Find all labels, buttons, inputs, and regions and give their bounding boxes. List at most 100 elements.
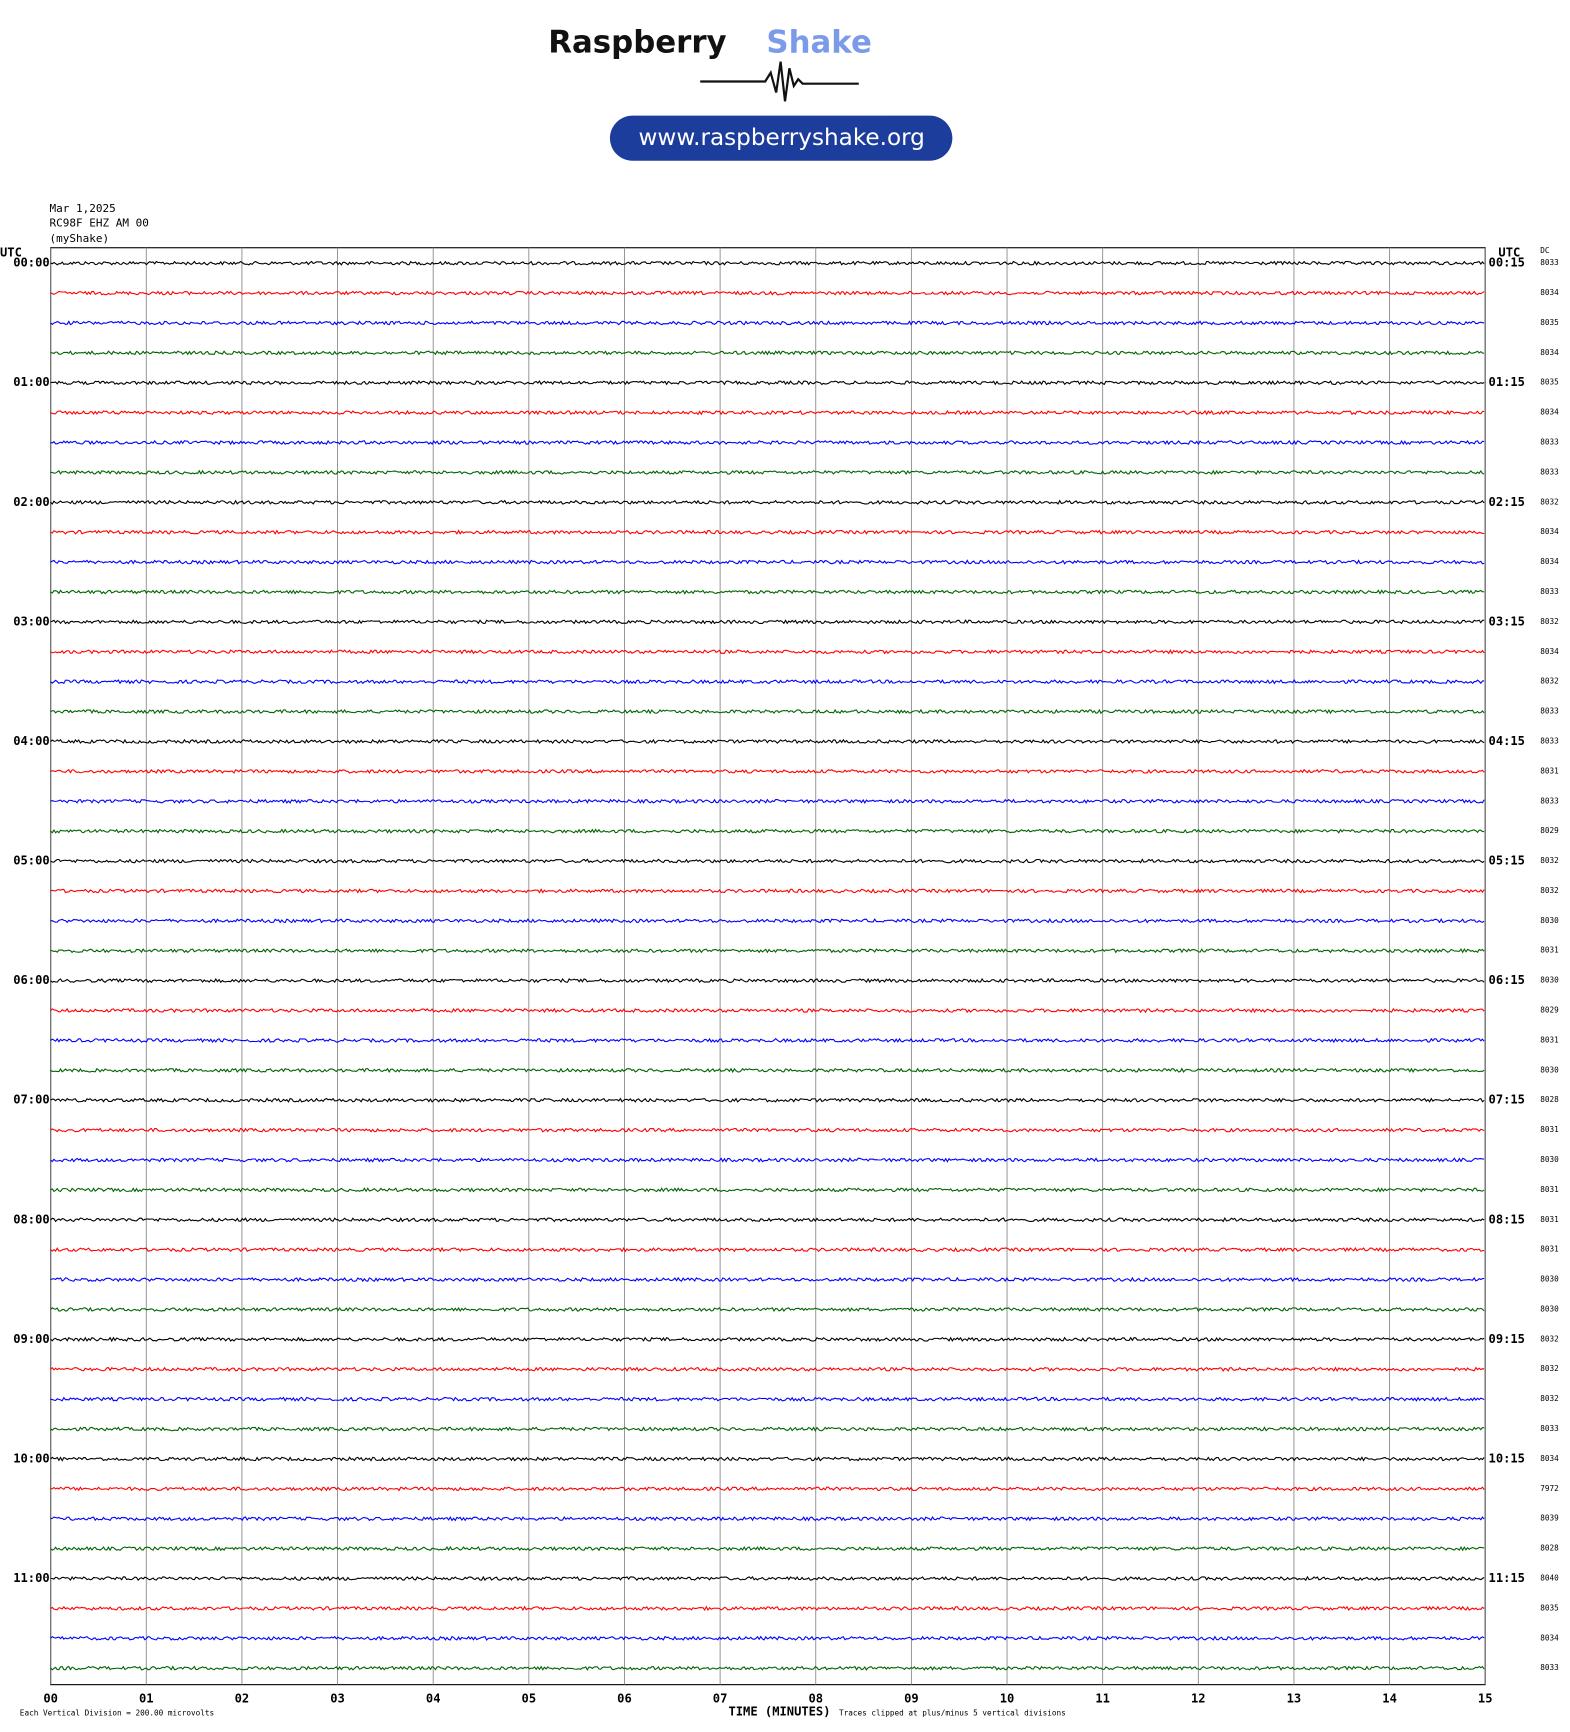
x-tick-label: 04: [426, 1691, 441, 1705]
x-tick-label: 10: [1000, 1691, 1015, 1705]
dc-value: 8029: [1540, 826, 1559, 835]
trace: [50, 917, 1485, 924]
dc-value: 8030: [1540, 1304, 1559, 1313]
left-time-label: 05:00: [13, 854, 49, 868]
dc-value: 8033: [1540, 736, 1559, 745]
right-time-label: 03:15: [1489, 614, 1525, 628]
dc-value: 8030: [1540, 1275, 1559, 1284]
left-time-label: 11:00: [13, 1571, 49, 1585]
dc-value: 8031: [1540, 1215, 1559, 1224]
info: Mar 1,2025: [50, 202, 116, 215]
dc-value: 8032: [1540, 497, 1559, 506]
trace: [50, 559, 1485, 565]
dc-value: 8031: [1540, 1035, 1559, 1044]
trace: [50, 1276, 1485, 1283]
dc-value: 8034: [1540, 1454, 1559, 1463]
x-tick-label: 12: [1191, 1691, 1206, 1705]
right-time-label: 01:15: [1489, 375, 1525, 389]
dc-value: 8034: [1540, 408, 1559, 417]
right-time-label: 06:15: [1489, 973, 1525, 987]
dc-value: 8028: [1540, 1544, 1559, 1553]
left-time-label: 03:00: [13, 614, 49, 628]
info: RC98F EHZ AM 00: [50, 217, 149, 230]
trace: [50, 1246, 1485, 1253]
trace: [50, 1635, 1485, 1641]
left-time-label: 08:00: [13, 1212, 49, 1226]
dc-value: 8031: [1540, 946, 1559, 955]
x-tick-label: 07: [713, 1691, 728, 1705]
trace: [50, 948, 1485, 954]
dc-value: 8031: [1540, 1125, 1559, 1134]
trace: [50, 649, 1485, 655]
x-tick-label: 06: [617, 1691, 632, 1705]
right-time-label: 04:15: [1489, 734, 1525, 748]
trace: [50, 1216, 1485, 1223]
trace: [50, 1396, 1485, 1402]
trace: [50, 320, 1485, 326]
dc-value: 8033: [1540, 587, 1559, 596]
left-time-label: 10:00: [13, 1451, 49, 1465]
right-time-label: 05:15: [1489, 854, 1525, 868]
trace: [50, 1157, 1485, 1163]
trace: [50, 1575, 1485, 1582]
left-time-label: 07:00: [13, 1093, 49, 1107]
x-tick-label: 05: [522, 1691, 537, 1705]
dc-value: 8034: [1540, 527, 1559, 536]
right-time-label: 07:15: [1489, 1093, 1525, 1107]
dc-value: 8030: [1540, 1065, 1559, 1074]
info: (myShake): [50, 232, 110, 245]
dc-title: DC: [1540, 246, 1550, 255]
dc-value: 7972: [1540, 1484, 1559, 1493]
trace: [50, 380, 1485, 386]
right-time-label: 00:15: [1489, 256, 1525, 270]
right-time-label: 02:15: [1489, 495, 1525, 509]
dc-value: 8034: [1540, 557, 1559, 566]
dc-value: 8033: [1540, 1663, 1559, 1672]
x-tick-label: 02: [235, 1691, 250, 1705]
trace: [50, 1366, 1485, 1372]
dc-value: 8032: [1540, 1334, 1559, 1343]
right-time-label: 10:15: [1489, 1451, 1525, 1465]
dc-value: 8031: [1540, 1185, 1559, 1194]
trace: [50, 828, 1485, 834]
brand-accent: Shake: [766, 25, 871, 61]
dc-value: 8035: [1540, 378, 1559, 387]
dc-value: 8032: [1540, 856, 1559, 865]
dc-value: 8030: [1540, 916, 1559, 925]
trace: [50, 768, 1485, 775]
trace: [50, 1007, 1485, 1014]
dc-value: 8032: [1540, 617, 1559, 626]
dc-value: 8029: [1540, 1006, 1559, 1015]
trace: [50, 1187, 1485, 1193]
trace: [50, 589, 1485, 595]
dc-value: 8033: [1540, 1424, 1559, 1433]
right-time-label: 09:15: [1489, 1332, 1525, 1346]
trace: [50, 977, 1485, 984]
trace: [50, 858, 1485, 864]
dc-value: 8030: [1540, 1155, 1559, 1164]
dc-value: 8031: [1540, 1245, 1559, 1254]
dc-value: 8039: [1540, 1514, 1559, 1523]
left-time-label: 02:00: [13, 495, 49, 509]
left-time-label: 01:00: [13, 375, 49, 389]
right-time-label: 08:15: [1489, 1212, 1525, 1226]
trace: [50, 1545, 1485, 1552]
left-time-label: 04:00: [13, 734, 49, 748]
dc-value: 8034: [1540, 647, 1559, 656]
x-tick-label: 03: [330, 1691, 345, 1705]
x-tick-label: 08: [808, 1691, 823, 1705]
brand-main: Raspberry: [548, 25, 726, 61]
trace: [50, 738, 1485, 745]
left-time-label: 00:00: [13, 256, 49, 270]
x-tick-label: 11: [1095, 1691, 1110, 1705]
trace: [50, 290, 1485, 296]
logo-wave: [700, 61, 859, 102]
x-tick-label: 14: [1382, 1691, 1397, 1705]
trace: [50, 1097, 1485, 1103]
dc-value: 8035: [1540, 318, 1559, 327]
trace: [50, 409, 1485, 416]
left-axis-title: UTC: [0, 246, 22, 260]
url-pill: [609, 115, 953, 161]
x-tick-label: 01: [139, 1691, 154, 1705]
x-tick-label: 09: [904, 1691, 919, 1705]
